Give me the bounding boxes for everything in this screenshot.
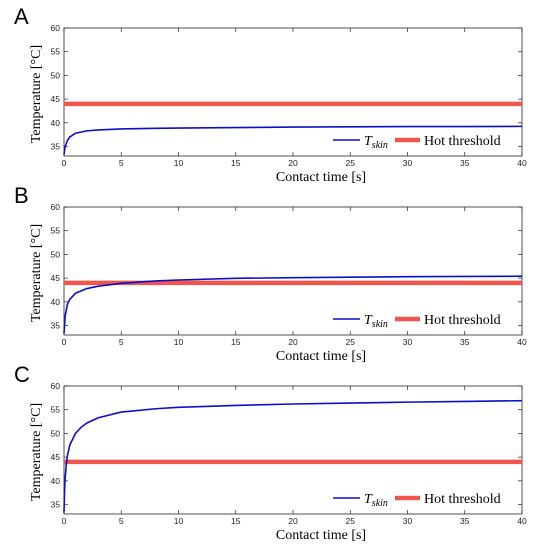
y-tick-label: 55: [51, 405, 61, 415]
legend-t-skin-label: Tskin: [364, 313, 388, 330]
legend-t-skin-main: T: [364, 313, 373, 328]
legend-t-skin-subscript: skin: [372, 319, 388, 330]
x-tick-label: 20: [288, 337, 298, 347]
panel-letter: A: [14, 4, 29, 29]
legend-hot-threshold-label: Hot threshold: [424, 492, 501, 507]
panel-b: B 0 5 10 15 20 25 30 35 40 35 40 45 50 55 60 Contact tim…: [14, 183, 527, 364]
x-tick-label: 0: [62, 158, 67, 168]
y-tick-label: 60: [51, 202, 61, 212]
x-tick-label: 5: [119, 337, 124, 347]
x-tick-label: 20: [288, 158, 298, 168]
x-tick-label: 10: [174, 516, 184, 526]
x-tick-label: 25: [346, 158, 356, 168]
x-tick-label: 10: [174, 337, 184, 347]
y-tick-label: 40: [51, 476, 61, 486]
x-axis-label: Contact time [s]: [276, 349, 366, 364]
x-tick-label: 5: [119, 516, 124, 526]
x-tick-label: 25: [346, 516, 356, 526]
y-tick-label: 50: [51, 428, 61, 438]
x-tick-label: 30: [403, 158, 413, 168]
panel-a: A 0 5 10 15 20 25 30 35 40 35 40 45 50 55 60 Contact tim…: [14, 4, 527, 185]
legend-t-skin-main: T: [364, 492, 373, 507]
x-tick-label: 15: [231, 516, 241, 526]
x-tick-label: 40: [517, 337, 527, 347]
panel-c: C 0 5 10 15 20 25 30 35 40 35 40 45 50 55 60 Contact tim…: [14, 362, 527, 543]
y-tick-label: 55: [51, 226, 61, 236]
x-tick-label: 0: [62, 337, 67, 347]
legend-t-skin-subscript: skin: [372, 140, 388, 151]
x-tick-label: 15: [231, 337, 241, 347]
x-tick-label: 40: [517, 516, 527, 526]
y-tick-label: 60: [51, 23, 61, 33]
x-tick-label: 30: [403, 516, 413, 526]
x-tick-label: 35: [460, 337, 470, 347]
legend-t-skin-label: Tskin: [364, 492, 388, 509]
x-tick-label: 25: [346, 337, 356, 347]
y-tick-label: 45: [51, 452, 61, 462]
y-tick-label: 35: [51, 321, 61, 331]
x-tick-label: 0: [62, 516, 67, 526]
x-tick-label: 5: [119, 158, 124, 168]
legend-t-skin-subscript: skin: [372, 498, 388, 509]
t-skin-line: [63, 275, 523, 334]
y-tick-label: 45: [51, 94, 61, 104]
y-tick-label: 45: [51, 273, 61, 283]
legend-t-skin-label: Tskin: [364, 134, 388, 151]
t-skin-line: [63, 125, 523, 155]
x-tick-label: 30: [403, 337, 413, 347]
x-tick-label: 35: [460, 158, 470, 168]
y-tick-label: 35: [51, 500, 61, 510]
y-tick-label: 40: [51, 297, 61, 307]
y-tick-label: 50: [51, 70, 61, 80]
legend-hot-threshold-label: Hot threshold: [424, 134, 501, 149]
y-tick-label: 60: [51, 381, 61, 391]
y-axis-label: Temperature [°C]: [29, 45, 44, 143]
x-tick-label: 20: [288, 516, 298, 526]
y-tick-label: 50: [51, 249, 61, 259]
legend-hot-threshold-label: Hot threshold: [424, 313, 501, 328]
legend-t-skin-main: T: [364, 134, 373, 149]
x-axis-label: Contact time [s]: [276, 528, 366, 543]
y-tick-label: 40: [51, 118, 61, 128]
x-tick-label: 15: [231, 158, 241, 168]
x-axis-label: Contact time [s]: [276, 170, 366, 185]
t-skin-line: [63, 399, 523, 513]
x-tick-label: 35: [460, 516, 470, 526]
y-tick-label: 35: [51, 142, 61, 152]
y-axis-label: Temperature [°C]: [29, 403, 44, 501]
x-tick-label: 10: [174, 158, 184, 168]
panel-letter: B: [14, 183, 29, 208]
y-axis-label: Temperature [°C]: [29, 224, 44, 322]
y-tick-label: 55: [51, 47, 61, 57]
x-tick-label: 40: [517, 158, 527, 168]
panel-letter: C: [14, 362, 30, 387]
